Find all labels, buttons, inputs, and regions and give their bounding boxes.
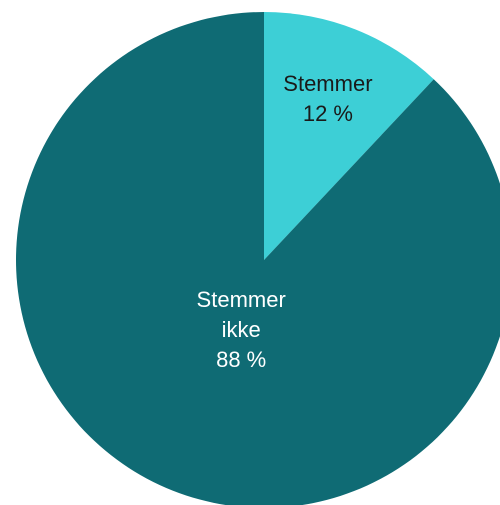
- slice-value: 12 %: [302, 100, 353, 126]
- pie-slice: [264, 12, 434, 260]
- slice-label: Stemmer ikke 88 %: [183, 285, 299, 375]
- slice-category: Stemmer: [283, 70, 373, 96]
- pie-slice: [16, 12, 500, 505]
- slice-category: Stemmer ikke: [196, 286, 286, 342]
- slice-value: 88 %: [216, 346, 267, 372]
- slice-label: Stemmer 12 %: [270, 69, 386, 129]
